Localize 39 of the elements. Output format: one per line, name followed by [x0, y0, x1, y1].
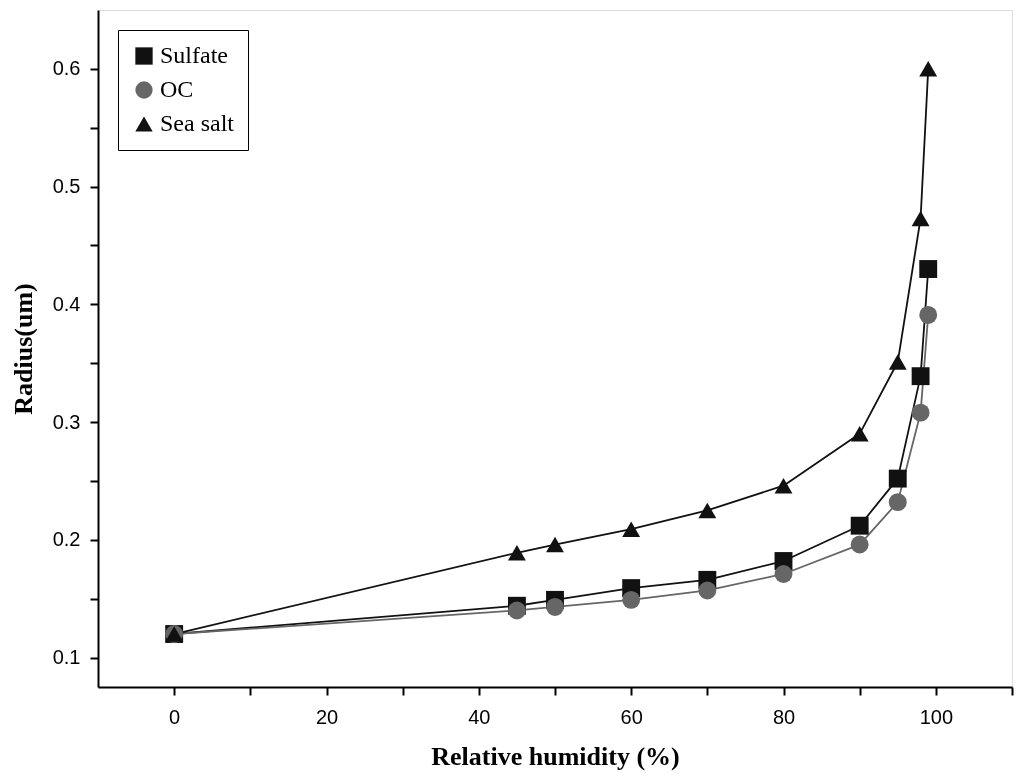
point: [919, 61, 938, 77]
point: [546, 598, 564, 616]
point: [698, 502, 717, 519]
point: [888, 469, 907, 488]
point: [850, 516, 869, 535]
point: [850, 426, 869, 442]
point: [698, 581, 717, 600]
y-tick-label: 0.3: [52, 410, 81, 433]
point: [622, 521, 641, 537]
point: [911, 367, 930, 386]
y-tick-label: 0.6: [52, 57, 81, 80]
point: [919, 260, 938, 278]
point: [622, 590, 641, 609]
y-tick-label: 0.5: [52, 175, 81, 198]
point: [507, 601, 526, 620]
x-axis-title: Relative humidity (%): [431, 741, 680, 771]
x-tick-label: 20: [315, 705, 339, 728]
x-tick-label: 100: [919, 705, 954, 728]
point: [507, 545, 526, 561]
point: [546, 536, 564, 553]
x-tick-label: 80: [772, 705, 796, 728]
point: [888, 493, 907, 512]
point: [911, 210, 930, 227]
point: [774, 477, 793, 494]
point: [919, 306, 938, 324]
y-tick-label: 0.4: [52, 292, 81, 315]
legend-label: Sulfate: [160, 42, 228, 68]
x-tick-label: 60: [620, 705, 643, 728]
point: [911, 403, 930, 422]
legend-label: OC: [160, 76, 194, 102]
point: [888, 354, 907, 370]
x-tick-label: 40: [468, 705, 491, 728]
y-tick-label: 0.2: [52, 528, 81, 551]
y-tick-label: 0.1: [52, 646, 81, 669]
x-tick-label: 0: [169, 705, 181, 728]
legend-label: Sea salt: [160, 110, 235, 136]
point: [774, 565, 793, 583]
point: [850, 535, 869, 554]
y-axis-title: Radius(um): [8, 283, 38, 415]
